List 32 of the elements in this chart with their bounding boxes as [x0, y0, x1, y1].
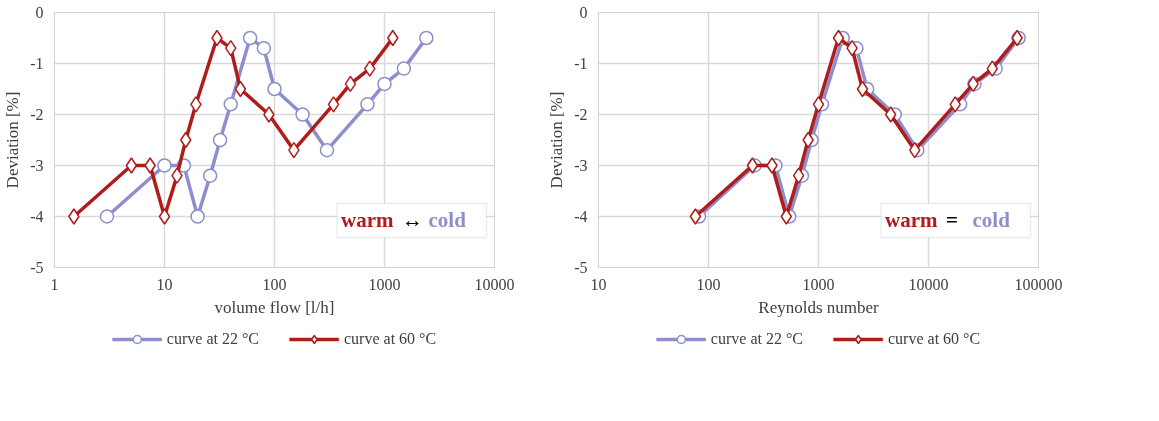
- x-tick-label: 10: [156, 275, 173, 293]
- y-tick-label: -1: [574, 55, 588, 72]
- x-axis-title: volume flow [l/h]: [214, 297, 335, 317]
- x-tick-label: 100: [696, 275, 721, 293]
- legend-label: curve at 60 °C: [888, 330, 981, 348]
- x-tick-label: 1000: [802, 275, 835, 293]
- legend-label: curve at 60 °C: [344, 330, 437, 348]
- y-axis-title: Deviation [%]: [547, 91, 567, 189]
- x-tick-label: 10: [590, 275, 607, 293]
- y-tick-label: 0: [35, 4, 44, 21]
- y-tick-label: -2: [574, 106, 588, 123]
- y-tick-label: -5: [574, 259, 588, 276]
- x-axis-title: Reynolds number: [758, 297, 880, 317]
- y-tick-label: -3: [574, 157, 588, 174]
- x-tick-label: 100: [262, 275, 287, 293]
- x-tick-label: 1: [50, 275, 59, 293]
- y-tick-label: -3: [30, 157, 44, 174]
- y-tick-label: -1: [30, 55, 44, 72]
- x-tick-label: 10000: [474, 275, 515, 293]
- legend-label: curve at 22 °C: [710, 330, 803, 348]
- y-tick-label: -5: [30, 259, 44, 276]
- y-axis-title: Deviation [%]: [3, 91, 23, 189]
- annotation: warm ↔ cold: [341, 207, 467, 232]
- x-tick-label: 100000: [1014, 275, 1063, 293]
- annotation: warm = cold: [885, 207, 1011, 232]
- y-tick-label: -4: [574, 208, 588, 225]
- legend-label: curve at 22 °C: [166, 330, 259, 348]
- y-tick-label: 0: [579, 4, 588, 21]
- x-tick-label: 1000: [368, 275, 401, 293]
- y-tick-label: -2: [30, 106, 44, 123]
- y-tick-label: -4: [30, 208, 44, 225]
- x-tick-label: 10000: [908, 275, 949, 293]
